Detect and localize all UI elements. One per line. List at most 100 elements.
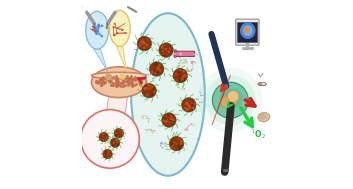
Circle shape xyxy=(180,143,183,145)
Circle shape xyxy=(146,94,149,97)
Circle shape xyxy=(94,30,96,33)
Circle shape xyxy=(105,151,107,153)
Circle shape xyxy=(142,42,144,45)
Circle shape xyxy=(143,46,145,49)
Circle shape xyxy=(161,46,164,49)
Circle shape xyxy=(116,131,118,133)
Circle shape xyxy=(113,34,115,36)
Circle shape xyxy=(102,136,104,138)
Circle shape xyxy=(185,59,186,60)
Circle shape xyxy=(176,79,179,82)
Circle shape xyxy=(258,74,259,75)
Circle shape xyxy=(119,130,121,132)
Circle shape xyxy=(114,142,116,143)
Circle shape xyxy=(140,44,142,46)
Circle shape xyxy=(163,54,166,57)
Circle shape xyxy=(101,139,103,140)
Circle shape xyxy=(151,130,152,132)
Circle shape xyxy=(116,141,118,142)
Circle shape xyxy=(114,129,124,138)
Circle shape xyxy=(172,144,174,146)
Circle shape xyxy=(94,30,96,33)
Circle shape xyxy=(162,114,164,115)
Ellipse shape xyxy=(86,11,108,49)
Circle shape xyxy=(162,147,163,149)
Circle shape xyxy=(92,29,94,31)
Circle shape xyxy=(176,132,178,133)
Circle shape xyxy=(155,63,158,66)
Circle shape xyxy=(144,87,146,89)
Circle shape xyxy=(178,79,180,82)
Circle shape xyxy=(116,140,118,141)
Circle shape xyxy=(173,68,187,83)
Circle shape xyxy=(137,36,151,51)
Circle shape xyxy=(186,102,189,104)
Ellipse shape xyxy=(220,88,243,108)
Circle shape xyxy=(180,59,182,61)
Circle shape xyxy=(154,64,156,67)
Circle shape xyxy=(110,138,120,147)
Ellipse shape xyxy=(261,82,266,85)
Circle shape xyxy=(109,152,111,154)
Circle shape xyxy=(142,41,145,43)
Circle shape xyxy=(166,115,169,118)
Circle shape xyxy=(177,144,180,147)
Circle shape xyxy=(169,136,184,151)
Circle shape xyxy=(161,142,162,143)
Circle shape xyxy=(159,43,173,57)
Circle shape xyxy=(161,143,162,144)
Circle shape xyxy=(161,46,164,48)
Circle shape xyxy=(115,139,116,140)
Circle shape xyxy=(146,44,149,47)
Circle shape xyxy=(168,121,170,124)
Ellipse shape xyxy=(244,26,249,33)
Circle shape xyxy=(106,136,108,138)
Circle shape xyxy=(143,51,145,53)
Circle shape xyxy=(144,88,146,90)
Circle shape xyxy=(125,32,127,34)
Circle shape xyxy=(112,144,114,146)
Circle shape xyxy=(103,149,112,159)
Circle shape xyxy=(164,46,167,49)
Circle shape xyxy=(162,119,165,122)
Circle shape xyxy=(118,132,119,133)
Circle shape xyxy=(184,129,186,130)
Circle shape xyxy=(191,68,193,70)
Circle shape xyxy=(102,139,104,141)
Circle shape xyxy=(213,82,248,118)
Circle shape xyxy=(180,141,183,143)
Circle shape xyxy=(170,143,173,145)
Circle shape xyxy=(163,120,166,123)
Ellipse shape xyxy=(258,113,266,120)
Circle shape xyxy=(191,62,193,64)
Circle shape xyxy=(145,87,148,90)
Circle shape xyxy=(162,50,164,52)
Circle shape xyxy=(188,105,191,107)
Circle shape xyxy=(158,64,161,67)
Circle shape xyxy=(92,25,94,28)
Circle shape xyxy=(224,84,228,88)
Circle shape xyxy=(184,88,185,90)
Circle shape xyxy=(115,131,117,132)
Ellipse shape xyxy=(220,96,237,108)
Circle shape xyxy=(178,75,180,78)
Circle shape xyxy=(102,137,104,139)
Text: $^1$O$_2$: $^1$O$_2$ xyxy=(251,128,267,142)
Circle shape xyxy=(119,133,121,135)
Circle shape xyxy=(165,115,167,118)
Circle shape xyxy=(119,129,121,131)
Circle shape xyxy=(185,102,187,105)
Circle shape xyxy=(179,74,181,77)
Circle shape xyxy=(182,62,183,64)
Circle shape xyxy=(186,62,188,63)
Circle shape xyxy=(119,132,121,134)
Circle shape xyxy=(117,144,119,146)
Circle shape xyxy=(120,74,126,80)
Circle shape xyxy=(148,121,149,123)
Circle shape xyxy=(179,74,182,77)
Circle shape xyxy=(204,99,206,100)
Circle shape xyxy=(182,75,185,77)
Circle shape xyxy=(116,142,118,144)
Circle shape xyxy=(178,147,181,149)
Circle shape xyxy=(178,138,180,141)
